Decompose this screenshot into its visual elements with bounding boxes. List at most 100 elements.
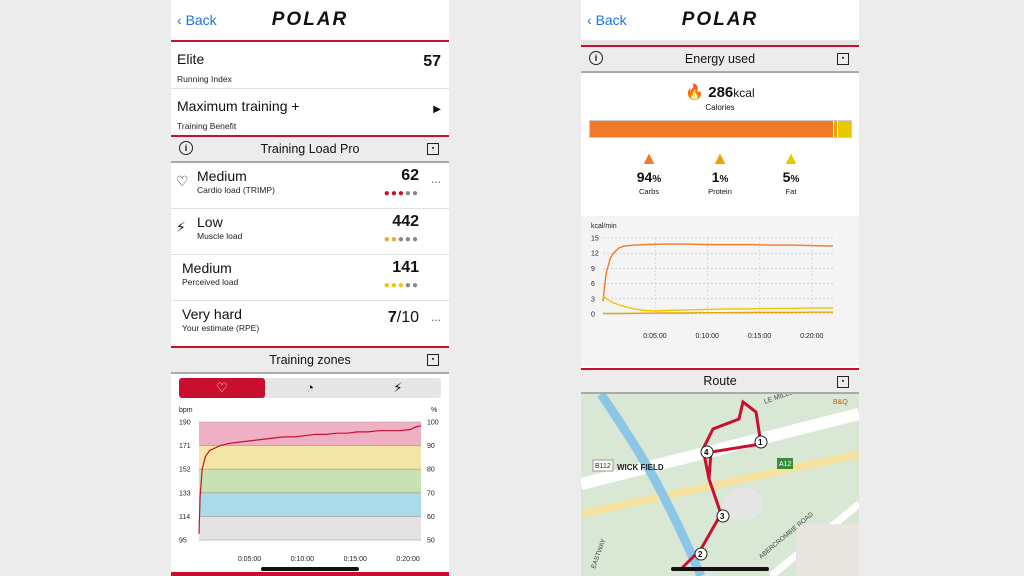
y-tick-label: 133 (179, 490, 191, 497)
lightning-icon: ⚡ (393, 380, 403, 395)
load-dot: ● (383, 188, 391, 199)
energy-panel: 🔥 286kcal Calories ▲ 94% Carbs ▲ 1% Prot… (581, 73, 859, 215)
calories-value: 286 (708, 84, 734, 101)
top-bar: ‹ Back POLAR (171, 0, 449, 42)
x-tick-label: 0:20:00 (800, 333, 823, 340)
load-subtitle: Cardio load (TRIMP) (197, 185, 275, 195)
zone-tab-bar: ♡ ◔ ⚡ (179, 378, 441, 398)
route-header: Route ▪ (581, 368, 859, 394)
expand-section-icon[interactable]: ▪ (427, 143, 439, 155)
running-index-title: Elite (177, 51, 205, 67)
load-subtitle: Your estimate (RPE) (182, 323, 260, 333)
training-load-header: i Training Load Pro ▪ (171, 135, 449, 163)
macro-label: Carbs (638, 187, 659, 196)
info-icon[interactable]: i (179, 141, 193, 155)
y-tick-label: 12 (591, 251, 599, 258)
heart-rate-tab[interactable]: ♡ (179, 378, 265, 398)
load-row-perceived: Medium Perceived load 141 ●●●●● (171, 255, 449, 301)
route-map[interactable]: 1 2 3 4 WICK FIELD B112 A12 LE MILLS LAN… (581, 394, 859, 576)
load-value: 141 (392, 259, 419, 276)
map-label: WICK FIELD (617, 463, 664, 472)
training-benefit-row[interactable]: Maximum training + Training Benefit ▶ (171, 89, 449, 135)
x-tick-label: 0:15:00 (344, 556, 367, 563)
heart-rate-line (198, 425, 422, 534)
svg-text:4: 4 (704, 448, 709, 457)
training-zones-title: Training zones (269, 353, 351, 367)
zone-band (199, 422, 421, 446)
home-indicator[interactable] (671, 567, 769, 571)
left-screen: ‹ Back POLAR Elite Running Index 57 Maxi… (171, 0, 449, 576)
polar-logo: POLAR (681, 9, 759, 30)
x-tick-label: 0:05:00 (238, 556, 261, 563)
y2-tick-label: 70 (427, 490, 435, 497)
running-index-row: Elite Running Index 57 (171, 42, 449, 89)
kcal-line (602, 295, 833, 312)
x-tick-label: 0:15:00 (748, 333, 771, 340)
load-title: Low (197, 214, 223, 230)
load-row-cardio[interactable]: ♡ Medium Cardio load (TRIMP) 62 ●●●●● ..… (171, 163, 449, 209)
macro-pct: 5 (782, 169, 791, 185)
x-tick-label: 0:10:00 (291, 556, 314, 563)
speed-tab[interactable]: ◔ (267, 378, 353, 398)
load-dot: ● (397, 188, 405, 199)
calories-label: Calories (705, 103, 735, 112)
y2-tick-label: 60 (427, 514, 435, 521)
macro-label: Fat (785, 187, 797, 196)
kcal-line (603, 311, 833, 315)
back-button[interactable]: ‹ Back (587, 12, 627, 28)
heart-rate-chart: 95 114 133 152 171 190 50 60 70 80 90 100 bpm % 0:05:0… (179, 407, 439, 563)
load-value: 442 (392, 213, 419, 230)
map-road (581, 450, 859, 518)
heart-icon: ♡ (176, 173, 189, 189)
macro-bar-segment (837, 121, 852, 137)
load-subtitle: Muscle load (197, 231, 243, 241)
load-title: Medium (182, 260, 232, 276)
y2-tick-label: 50 (427, 538, 435, 545)
load-dot: ● (397, 234, 405, 245)
macro-bar-fill (590, 121, 852, 137)
route-markers: 1 2 3 4 (694, 435, 768, 561)
y-axis-label: bpm (179, 407, 193, 414)
top-bar: ‹ Back POLAR (581, 0, 859, 45)
zone-band (199, 492, 421, 517)
macro-bar (589, 120, 852, 138)
more-icon[interactable]: ... (430, 172, 441, 186)
load-dot: ● (411, 234, 419, 245)
x-tick-label: 0:05:00 (643, 333, 666, 340)
back-label: Back (185, 12, 217, 28)
load-dot: ● (397, 280, 405, 291)
right-screen: ‹ Back POLAR i Energy used ▪ 🔥 286kcal C… (581, 0, 859, 576)
home-indicator[interactable] (261, 567, 359, 571)
gauge-icon: ◔ (306, 380, 314, 395)
info-icon[interactable]: i (589, 51, 603, 65)
macro-bar-segment (833, 121, 838, 137)
expand-section-icon[interactable]: ▪ (837, 53, 849, 65)
map-road (581, 408, 859, 490)
y-tick-label: 171 (179, 443, 191, 450)
flame-icon: 🔥 (685, 84, 705, 101)
y-tick-label: 3 (591, 296, 595, 303)
macro-pct: 94 (636, 169, 653, 185)
y2-tick-label: 90 (427, 443, 435, 450)
back-button[interactable]: ‹ Back (177, 12, 217, 28)
load-row-rpe[interactable]: Very hard Your estimate (RPE) 7/10 ... (171, 301, 449, 346)
power-tab[interactable]: ⚡ (355, 378, 441, 398)
load-title: Medium (197, 168, 247, 184)
expand-arrow-icon[interactable]: ▶ (433, 104, 441, 115)
y-tick-label: 190 (179, 420, 191, 427)
expand-section-icon[interactable]: ▪ (427, 354, 439, 366)
load-row-muscle: ⚡ Low Muscle load 442 ●●●●● (171, 209, 449, 255)
svg-text:1: 1 (758, 438, 763, 447)
stadium (723, 488, 763, 520)
rpe-value: 7 (387, 309, 397, 326)
load-dot: ● (390, 188, 398, 199)
load-dot: ● (390, 234, 398, 245)
lightning-icon: ⚡ (176, 219, 186, 235)
energy-title: Energy used (684, 52, 756, 66)
river (597, 394, 706, 576)
load-dots: ●●●●● (384, 234, 419, 245)
more-icon[interactable]: ... (430, 310, 441, 324)
back-label: Back (595, 12, 627, 28)
expand-section-icon[interactable]: ▪ (837, 376, 849, 388)
carbs-drop-icon: ▲ (640, 148, 658, 168)
